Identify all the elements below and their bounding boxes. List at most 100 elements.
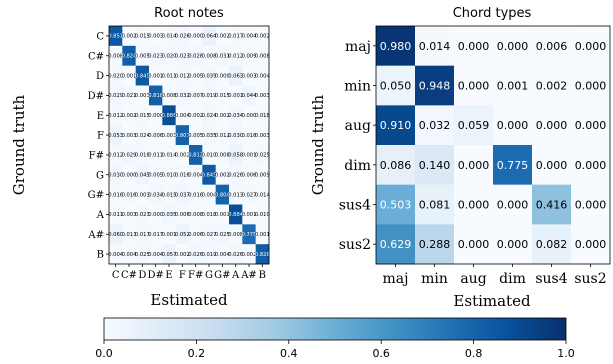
chord-cell-r1-c2 [454,65,494,106]
chord-cell-value: 0.000 [536,159,568,172]
chord-cell-value: 0.000 [575,119,607,132]
root-cell-value: 0.812 [188,153,203,159]
root-cell-r10-c7 [202,224,216,245]
root-cell-r5-c9 [229,125,243,146]
root-cell-value: 0.001 [148,73,163,79]
root-cell-r4-c4 [162,105,176,126]
root-cell-value: 0.018 [135,153,150,159]
root-cell-value: 0.001 [228,93,243,99]
root-cell-r3-c8 [215,85,230,106]
root-cell-value: 0.003 [135,192,150,198]
root-cell-r11-c8 [215,244,230,265]
root-cell-value: 0.005 [135,54,150,60]
root-x-tick-label: C [112,270,120,281]
root-cell-r2-c2 [135,65,150,86]
root-cell-value: 0.004 [175,113,191,119]
chord-x-tick-label: min [421,271,448,287]
root-x-tick-label: B [259,270,266,281]
root-cell-value: 0.028 [188,54,203,60]
root-cell-r11-c7 [202,244,216,265]
root-cell-r2-c3 [149,65,163,86]
colorbar-tick-label: 0.8 [465,347,483,360]
root-cell-value: 0.034 [148,192,164,198]
root-cell-r0-c0 [109,26,123,47]
chord-x-tick-label: sus4 [535,271,567,287]
chord-cell-r2-c2 [454,105,494,146]
root-cell-r2-c10 [242,65,256,86]
root-cell-value: 0.012 [108,153,123,159]
root-cell-value: 0.000 [148,113,163,119]
chord-cell-r5-c1 [415,224,455,265]
root-cell-r9-c11 [255,204,270,225]
chord-cell-r3-c3 [493,145,533,185]
root-cell-r5-c4 [162,125,176,146]
root-cell-value: 0.002 [242,252,257,258]
colorbar-gradient [103,317,567,341]
root-cell-r5-c7 [202,125,216,146]
chord-cell-r4-c2 [454,184,494,225]
root-y-tick-label: E [97,111,104,122]
root-cell-r3-c6 [189,85,203,106]
root-cell-r3-c10 [242,85,256,106]
root-cell-value: 0.001 [215,212,230,218]
root-cell-value: 0.004 [122,252,138,258]
root-cell-value: 0.005 [148,173,163,179]
root-cell-value: 0.775 [242,232,257,238]
root-cell-value: 0.060 [108,232,123,238]
root-cell-r6-c9 [229,145,243,166]
root-cell-r2-c1 [122,65,136,86]
root-cell-r10-c1 [122,224,136,245]
root-cell-r1-c4 [162,45,176,66]
root-cell-r8-c10 [242,184,256,205]
root-cell-r1-c11 [255,45,270,66]
chord-cell-value: 0.000 [575,238,607,251]
chord-cell-r2-c1 [415,105,455,146]
root-notes-xlabel: Estimated [150,291,228,309]
root-cell-r8-c4 [162,184,176,205]
chord-cell-value: 0.288 [419,238,451,251]
root-cell-r2-c11 [255,65,270,86]
root-cell-r2-c7 [202,65,216,86]
root-cell-value: 0.824 [122,54,138,60]
root-cell-value: 0.002 [175,252,190,258]
root-cell-value: 0.031 [215,54,230,60]
root-cell-r8-c8 [215,184,230,205]
root-x-tick-label: F# [188,270,203,281]
chord-cell-value: 0.001 [497,80,529,93]
chord-cell-r3-c1 [415,145,455,185]
chord-cell-value: 0.000 [536,119,568,132]
root-cell-value: 0.000 [148,212,163,218]
root-cell-value: 0.013 [228,192,243,198]
root-cell-r4-c5 [175,105,190,126]
root-cell-r5-c11 [255,125,270,146]
chord-cell-r0-c0 [376,26,416,66]
chord-cell-r1-c1 [415,65,455,106]
root-cell-r4-c11 [255,105,270,126]
root-cell-r1-c10 [242,45,256,66]
root-cell-value: 0.035 [202,133,217,139]
chord-cell-value: 0.000 [575,159,607,172]
root-cell-r1-c9 [229,45,243,66]
root-cell-value: 0.014 [255,192,271,198]
root-cell-r10-c6 [189,224,203,245]
root-cell-r10-c0 [109,224,123,245]
root-cell-r3-c3 [149,85,163,106]
root-cell-r5-c2 [135,125,150,146]
colorbar-tick-label: 1.0 [557,347,575,360]
root-cell-r10-c10 [242,224,256,245]
root-cell-value: 0.004 [188,173,204,179]
chord-cell-r3-c2 [454,145,494,185]
chord-cell-value: 0.000 [458,199,490,212]
root-cell-r11-c3 [149,244,163,265]
root-cell-value: 0.026 [228,252,243,258]
root-cell-value: 0.008 [202,54,217,60]
root-cell-r2-c5 [175,65,190,86]
chord-cell-value: 0.002 [536,80,568,93]
root-cell-value: 0.017 [148,232,163,238]
root-cell-value: 0.020 [162,54,177,60]
chord-cell-value: 0.000 [497,119,529,132]
chord-cell-value: 0.006 [536,40,568,53]
root-cell-r10-c4 [162,224,176,245]
root-cell-r6-c6 [189,145,203,166]
